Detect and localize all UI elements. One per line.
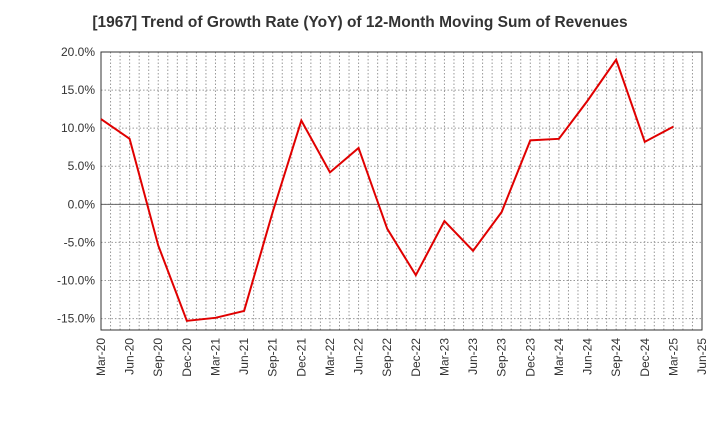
y-tick-label: 0.0% xyxy=(68,197,96,211)
y-tick-label: 20.0% xyxy=(61,45,95,59)
x-tick-label: Sep-24 xyxy=(609,338,623,377)
axes xyxy=(100,51,703,331)
plot-frame xyxy=(100,51,703,331)
x-tick-label: Sep-23 xyxy=(495,338,509,377)
x-tick-label: Mar-24 xyxy=(552,338,566,376)
series-layer xyxy=(100,57,674,322)
x-tick-label: Sep-20 xyxy=(151,338,165,377)
x-tick-label: Jun-20 xyxy=(123,338,137,375)
y-tick-label: 10.0% xyxy=(61,121,95,135)
x-tick-label: Jun-22 xyxy=(352,338,366,375)
chart-title: [1967] Trend of Growth Rate (YoY) of 12-… xyxy=(92,14,628,31)
y-tick-label: -10.0% xyxy=(57,273,95,287)
y-tick-label: 15.0% xyxy=(61,83,95,97)
grid xyxy=(101,51,702,330)
x-tick-label: Jun-23 xyxy=(466,338,480,375)
y-tick-label: -15.0% xyxy=(57,312,95,326)
series-line xyxy=(100,57,674,322)
y-tick-label: -5.0% xyxy=(64,235,96,249)
x-tick-label: Mar-23 xyxy=(437,338,451,376)
x-tick-label: Jun-25 xyxy=(695,338,709,375)
x-tick-label: Dec-20 xyxy=(180,338,194,377)
x-tick-label: Jun-21 xyxy=(237,338,251,375)
x-tick-label: Dec-21 xyxy=(294,338,308,377)
x-tick-label: Sep-21 xyxy=(266,338,280,377)
x-tick-label: Mar-20 xyxy=(94,338,108,376)
x-tick-label: Mar-21 xyxy=(208,338,222,376)
plot-background xyxy=(101,52,702,330)
y-tick-label: 5.0% xyxy=(68,159,96,173)
x-tick-label: Dec-24 xyxy=(638,338,652,377)
x-tick-label: Dec-22 xyxy=(409,338,423,377)
x-tick-label: Mar-22 xyxy=(323,338,337,376)
x-tick-label: Mar-25 xyxy=(666,338,680,376)
x-tick-label: Sep-22 xyxy=(380,338,394,377)
tick-labels: 20.0% 15.0% 10.0% 5.0% 0.0% -5.0% -10.0% -15.0%… xyxy=(57,45,709,377)
x-tick-label: Jun-24 xyxy=(581,338,595,375)
x-tick-label: Dec-23 xyxy=(523,338,537,377)
